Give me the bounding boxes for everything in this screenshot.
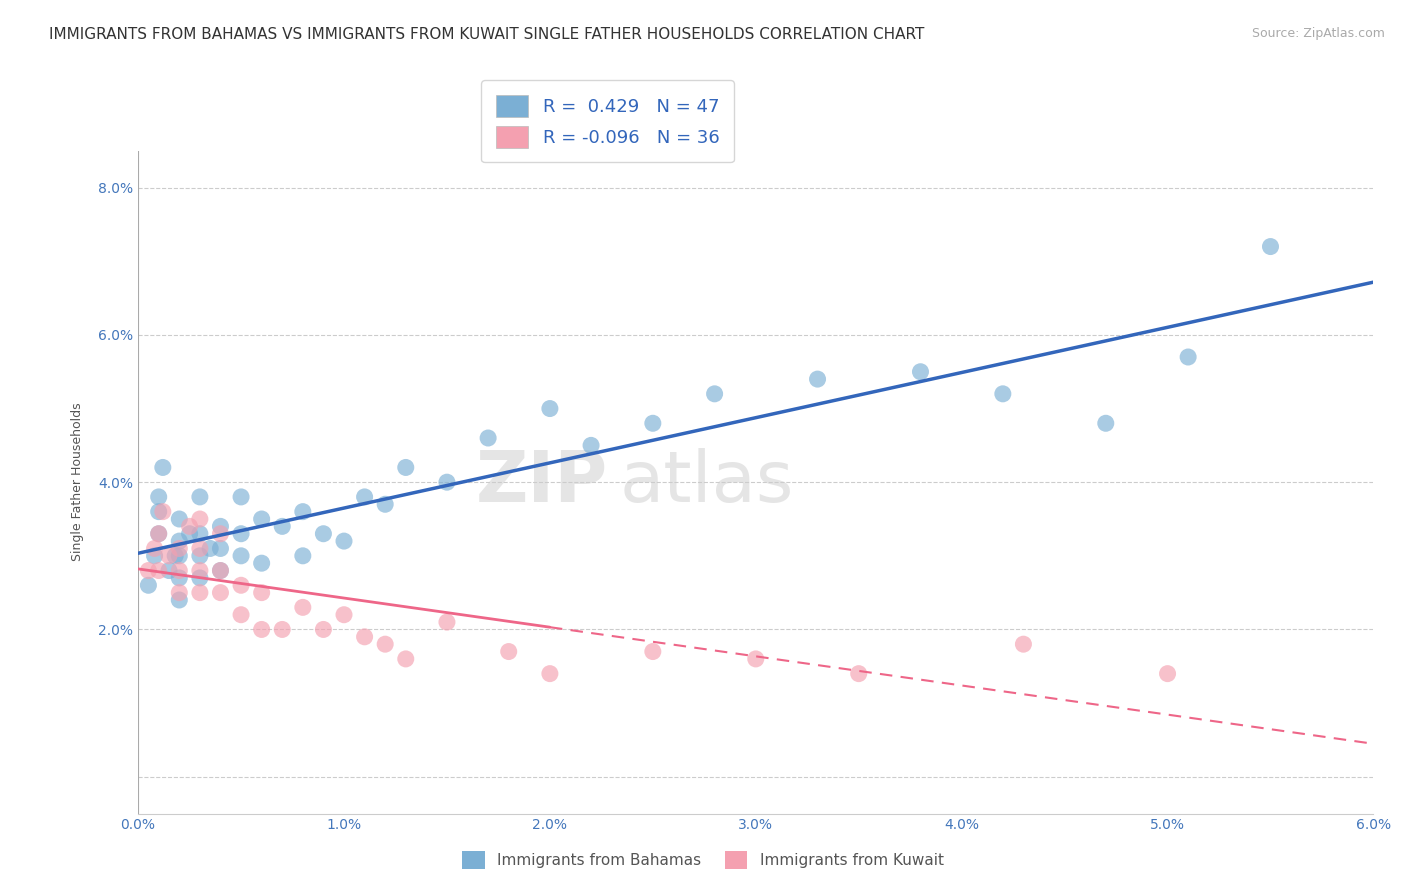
- Point: [641, 644, 664, 658]
- Text: IMMIGRANTS FROM BAHAMAS VS IMMIGRANTS FROM KUWAIT SINGLE FATHER HOUSEHOLDS CORRE: IMMIGRANTS FROM BAHAMAS VS IMMIGRANTS FR…: [49, 27, 925, 42]
- Point: [291, 600, 314, 615]
- Point: [291, 505, 314, 519]
- Point: [848, 666, 870, 681]
- Point: [169, 564, 191, 578]
- Point: [229, 607, 252, 622]
- Point: [179, 526, 201, 541]
- Point: [991, 387, 1014, 401]
- Point: [209, 541, 232, 556]
- Point: [271, 519, 294, 533]
- Point: [1177, 350, 1199, 364]
- Point: [806, 372, 828, 386]
- Point: [1094, 417, 1116, 431]
- Point: [250, 623, 273, 637]
- Point: [250, 585, 273, 599]
- Point: [271, 623, 294, 637]
- Point: [169, 512, 191, 526]
- Point: [209, 585, 232, 599]
- Point: [395, 460, 418, 475]
- Point: [157, 549, 180, 563]
- Point: [641, 417, 664, 431]
- Point: [198, 541, 221, 556]
- Point: [703, 387, 725, 401]
- Point: [229, 549, 252, 563]
- Point: [436, 615, 458, 629]
- Legend: Immigrants from Bahamas, Immigrants from Kuwait: Immigrants from Bahamas, Immigrants from…: [456, 845, 950, 875]
- Point: [169, 541, 191, 556]
- Point: [148, 526, 170, 541]
- Point: [179, 519, 201, 533]
- Point: [188, 585, 211, 599]
- Point: [333, 534, 356, 549]
- Point: [436, 475, 458, 490]
- Point: [148, 564, 170, 578]
- Point: [138, 578, 160, 592]
- Point: [1156, 666, 1178, 681]
- Point: [229, 490, 252, 504]
- Point: [1012, 637, 1035, 651]
- Point: [165, 549, 187, 563]
- Point: [910, 365, 932, 379]
- Point: [143, 549, 166, 563]
- Point: [188, 564, 211, 578]
- Point: [374, 497, 396, 511]
- Point: [152, 505, 174, 519]
- Point: [312, 526, 335, 541]
- Text: Source: ZipAtlas.com: Source: ZipAtlas.com: [1251, 27, 1385, 40]
- Point: [148, 505, 170, 519]
- Point: [312, 623, 335, 637]
- Point: [169, 571, 191, 585]
- Point: [250, 556, 273, 570]
- Point: [209, 526, 232, 541]
- Point: [538, 666, 561, 681]
- Point: [229, 526, 252, 541]
- Y-axis label: Single Father Households: Single Father Households: [72, 403, 84, 561]
- Point: [148, 490, 170, 504]
- Point: [395, 652, 418, 666]
- Point: [169, 549, 191, 563]
- Point: [374, 637, 396, 651]
- Point: [188, 512, 211, 526]
- Point: [250, 512, 273, 526]
- Point: [477, 431, 499, 445]
- Point: [209, 564, 232, 578]
- Point: [169, 585, 191, 599]
- Text: ZIP: ZIP: [475, 448, 607, 516]
- Point: [353, 490, 375, 504]
- Point: [1260, 239, 1282, 253]
- Point: [353, 630, 375, 644]
- Point: [143, 541, 166, 556]
- Point: [538, 401, 561, 416]
- Point: [188, 490, 211, 504]
- Point: [498, 644, 520, 658]
- Point: [188, 571, 211, 585]
- Point: [188, 541, 211, 556]
- Point: [169, 534, 191, 549]
- Point: [138, 564, 160, 578]
- Point: [169, 593, 191, 607]
- Point: [148, 526, 170, 541]
- Point: [188, 549, 211, 563]
- Point: [745, 652, 768, 666]
- Point: [579, 438, 602, 452]
- Point: [188, 526, 211, 541]
- Point: [333, 607, 356, 622]
- Point: [209, 564, 232, 578]
- Point: [209, 519, 232, 533]
- Point: [157, 564, 180, 578]
- Point: [152, 460, 174, 475]
- Point: [291, 549, 314, 563]
- Text: atlas: atlas: [620, 448, 794, 516]
- Point: [229, 578, 252, 592]
- Legend: R =  0.429   N = 47, R = -0.096   N = 36: R = 0.429 N = 47, R = -0.096 N = 36: [481, 80, 734, 162]
